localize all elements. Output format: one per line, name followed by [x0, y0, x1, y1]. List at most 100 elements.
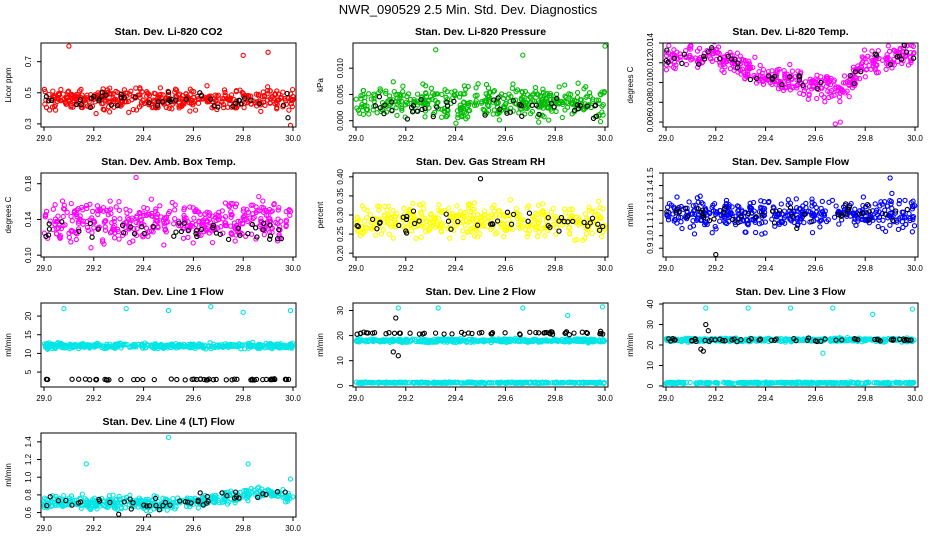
data-point: [192, 107, 199, 113]
data-point: [455, 218, 461, 225]
x-tick-label: 29.8: [235, 134, 251, 143]
data-point: [473, 85, 479, 91]
data-point: [421, 224, 427, 230]
data-point: [492, 213, 499, 219]
data-point: [144, 93, 150, 99]
data-point: [93, 377, 100, 383]
data-point: [855, 68, 861, 74]
data-point: [213, 376, 219, 383]
outlier-point: [565, 312, 571, 319]
data-point: [880, 217, 886, 223]
x-tick-label: 29.4: [448, 264, 464, 273]
data-point: [717, 218, 723, 224]
data-point: [371, 96, 377, 102]
data-point: [716, 50, 722, 57]
data-point: [573, 214, 579, 220]
data-point: [574, 89, 581, 96]
data-point: [78, 101, 84, 108]
outlier-point: [820, 350, 826, 356]
data-point: [881, 199, 888, 205]
data-point: [141, 230, 147, 237]
data-point: [843, 211, 849, 217]
data-point: [728, 56, 735, 62]
data-point: [404, 116, 411, 122]
data-point: [102, 224, 108, 230]
data-point: [518, 216, 524, 223]
data-point: [417, 338, 424, 344]
data-point: [115, 226, 121, 233]
data-point: [111, 235, 118, 241]
data-point: [721, 218, 727, 224]
data-point: [772, 223, 778, 229]
data-point: [222, 200, 229, 206]
data-point: [469, 338, 475, 344]
data-point: [68, 227, 75, 234]
data-point: [91, 225, 97, 231]
data-point: [852, 69, 859, 75]
data-point: [267, 236, 273, 242]
y-axis-label: Licor ppm: [4, 67, 13, 102]
data-point: [231, 376, 238, 382]
data-point: [383, 338, 390, 344]
data-point: [100, 100, 106, 107]
data-point: [566, 91, 572, 97]
data-point: [746, 58, 752, 64]
data-point: [586, 204, 592, 210]
data-point: [99, 344, 105, 351]
panel-temp: Stan. Dev. Li-820 Temp.degrees C29.0 29.2…: [626, 26, 923, 143]
data-point: [466, 380, 472, 386]
data-point: [479, 379, 485, 385]
data-point: [562, 107, 568, 113]
data-point: [130, 341, 137, 348]
data-point: [797, 216, 803, 222]
data-point: [823, 218, 830, 225]
data-point: [837, 98, 843, 105]
data-point: [556, 84, 562, 90]
data-point: [488, 331, 494, 337]
data-point: [550, 379, 556, 386]
data-point: [583, 231, 590, 237]
data-point: [382, 203, 388, 209]
data-point: [389, 108, 395, 114]
data-point: [467, 201, 473, 207]
data-point: [674, 56, 681, 62]
data-point: [119, 222, 126, 228]
data-point: [567, 230, 573, 236]
data-point: [513, 205, 520, 212]
data-point: [823, 83, 829, 89]
plot-frame: [40, 302, 297, 388]
data-point: [881, 379, 887, 386]
data-point: [116, 207, 123, 213]
data-point: [44, 376, 51, 383]
data-point: [376, 204, 382, 210]
x-tick-label: 29.6: [186, 134, 202, 143]
data-point: [722, 215, 728, 222]
data-point: [695, 206, 701, 212]
data-point: [849, 210, 856, 216]
data-point: [663, 67, 670, 73]
data-point: [127, 91, 133, 97]
data-point: [124, 210, 130, 216]
panel-title: Stan. Dev. Amb. Box Temp.: [101, 156, 236, 168]
data-point: [553, 231, 559, 237]
y-tick-label: 0.14: [24, 211, 33, 227]
data-point: [273, 219, 279, 226]
data-point: [185, 227, 191, 234]
data-point: [759, 220, 765, 226]
data-point: [894, 380, 901, 386]
data-point: [686, 45, 692, 51]
data-point: [143, 99, 150, 106]
plot-frame: [40, 172, 297, 258]
data-point: [477, 231, 483, 237]
data-point: [200, 217, 207, 223]
data-point: [267, 341, 273, 347]
data-point: [584, 380, 590, 386]
y-tick-label: 1.2: [646, 205, 655, 217]
outlier-point: [870, 311, 876, 317]
data-point: [814, 95, 820, 102]
data-point: [483, 91, 489, 97]
data-point: [91, 93, 97, 99]
data-point: [209, 239, 216, 246]
data-point: [895, 226, 902, 233]
data-point: [95, 341, 101, 347]
